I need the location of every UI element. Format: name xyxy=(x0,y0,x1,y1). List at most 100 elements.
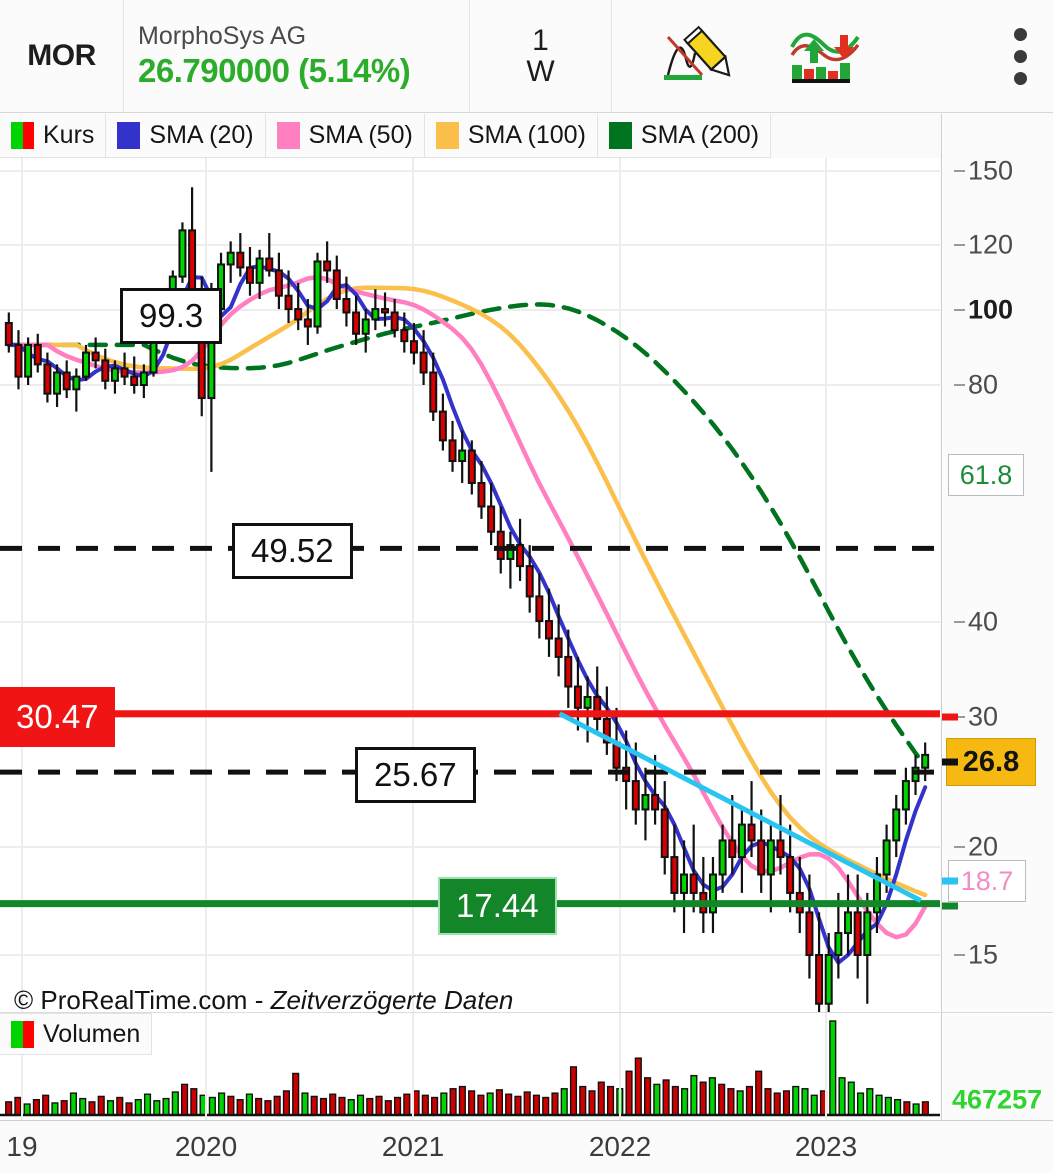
volume-bar xyxy=(42,1094,50,1116)
candle-body xyxy=(352,311,361,335)
volume-bar xyxy=(727,1088,735,1116)
volume-bar xyxy=(51,1102,59,1116)
candle-body xyxy=(274,269,283,297)
candle-body xyxy=(130,375,139,387)
legend-item-sma-50[interactable]: SMA (50) xyxy=(265,114,425,158)
candle-body xyxy=(747,823,756,842)
volume-bar xyxy=(708,1077,716,1116)
volume-bar xyxy=(866,1088,874,1116)
volume-bar xyxy=(458,1085,466,1116)
candle-body xyxy=(313,260,322,328)
candle-body xyxy=(361,318,370,335)
candle-body xyxy=(381,308,390,314)
price-level-label-17-44[interactable]: 17.44 xyxy=(438,877,557,935)
volume-bar xyxy=(273,1095,281,1116)
legend-item-sma-20[interactable]: SMA (20) xyxy=(106,114,266,158)
ticker-cell[interactable]: MOR xyxy=(0,0,124,112)
volume-bar xyxy=(681,1088,689,1116)
candle-body xyxy=(544,620,553,640)
volume-bar xyxy=(755,1070,763,1116)
candle-body xyxy=(824,954,833,1005)
last-volume-tag[interactable]: 467257 xyxy=(952,1084,1043,1115)
color-swatch-icon xyxy=(117,122,141,149)
indicators-button[interactable] xyxy=(766,0,886,112)
more-menu-dot xyxy=(1014,71,1027,85)
volume-bar xyxy=(745,1085,754,1116)
more-menu-button[interactable] xyxy=(1014,0,1027,112)
last-price-tickmark xyxy=(942,758,958,766)
candle-body xyxy=(342,297,351,314)
more-menu-dot xyxy=(1014,27,1027,41)
trendline-downtrend[interactable] xyxy=(558,711,922,903)
price-axis-label: 150 xyxy=(968,155,1014,186)
volume-bar xyxy=(912,1103,920,1116)
candle-body xyxy=(680,873,689,894)
volume-bar xyxy=(69,1092,78,1116)
volume-bar xyxy=(97,1095,105,1116)
volume-legend[interactable]: Volumen xyxy=(0,1013,153,1055)
price-level-label-25-67[interactable]: 25.67 xyxy=(355,747,476,803)
volume-bar xyxy=(23,1103,31,1116)
watermark-text: © ProRealTime.com - xyxy=(14,985,271,1015)
price-axis-tickmark xyxy=(954,309,965,311)
volume-bar xyxy=(875,1094,883,1116)
candle-body xyxy=(400,329,409,343)
volume-bar xyxy=(523,1091,531,1116)
price-level-label-99-3[interactable]: 99.3 xyxy=(120,288,223,344)
price-axis-tickmark xyxy=(954,384,965,386)
volume-bar xyxy=(190,1088,198,1116)
candle-body xyxy=(303,318,312,328)
candle-body xyxy=(554,637,563,658)
candle-swatch-icon xyxy=(11,122,34,149)
candle-body xyxy=(419,351,428,374)
fib-level-tag[interactable]: 61.8 xyxy=(948,454,1024,496)
volume-bar xyxy=(810,1094,818,1116)
candle-body xyxy=(390,311,399,332)
instrument-cell[interactable]: MorphoSys AG 26.790000 (5.14%) xyxy=(124,0,470,112)
volume-bar xyxy=(903,1101,911,1116)
drawing-tools-button[interactable] xyxy=(638,0,758,112)
sma-value-tag[interactable]: 18.7 xyxy=(948,860,1026,902)
toolbar xyxy=(612,0,1053,112)
legend-item-kurs[interactable]: Kurs xyxy=(0,114,107,158)
candle-body xyxy=(641,793,650,811)
candle-body xyxy=(467,449,476,484)
volume-legend-label: Volumen xyxy=(43,1019,141,1048)
volume-bar xyxy=(718,1083,726,1116)
volume-bar xyxy=(134,1098,142,1116)
volume-bar xyxy=(597,1081,605,1116)
volume-bar xyxy=(32,1098,40,1116)
volume-bar xyxy=(255,1097,263,1116)
price-level-label-49-52[interactable]: 49.52 xyxy=(232,523,353,579)
volume-bar xyxy=(625,1070,633,1116)
candle-body xyxy=(236,251,245,269)
volume-bar xyxy=(5,1101,13,1116)
candle-body xyxy=(448,439,457,463)
volume-bar xyxy=(884,1096,892,1116)
volume-swatch-icon xyxy=(11,1020,34,1048)
candle-body xyxy=(921,753,930,769)
price-axis[interactable]: 150 120 100 80 40 30 20 15 61.8 26.8 18.7 467257 xyxy=(941,114,1053,1120)
volume-bar xyxy=(569,1066,578,1116)
date-axis[interactable]: 19 2020 2021 2022 2023 xyxy=(0,1120,1053,1173)
volume-bar xyxy=(310,1095,318,1116)
candle-body xyxy=(708,873,717,914)
volume-pane[interactable] xyxy=(0,1012,940,1120)
price-plot[interactable] xyxy=(0,158,940,1012)
volume-bar xyxy=(449,1088,457,1116)
candle-body xyxy=(718,839,727,876)
support-axis-tickmark xyxy=(942,902,958,910)
candle-body xyxy=(786,856,795,894)
candle-body xyxy=(882,839,891,876)
candle-body xyxy=(178,229,187,278)
timeframe-selector[interactable]: 1 W xyxy=(470,0,612,112)
volume-bar xyxy=(551,1092,559,1116)
legend-item-sma-100[interactable]: SMA (100) xyxy=(424,114,598,158)
candle-body xyxy=(226,251,235,266)
last-price-tag[interactable]: 26.8 xyxy=(946,738,1036,786)
color-swatch-icon xyxy=(435,122,459,149)
legend-item-sma-200[interactable]: SMA (200) xyxy=(597,114,772,158)
price-level-label-30-47[interactable]: 30.47 xyxy=(0,687,115,747)
price-axis-label: 80 xyxy=(968,369,999,400)
